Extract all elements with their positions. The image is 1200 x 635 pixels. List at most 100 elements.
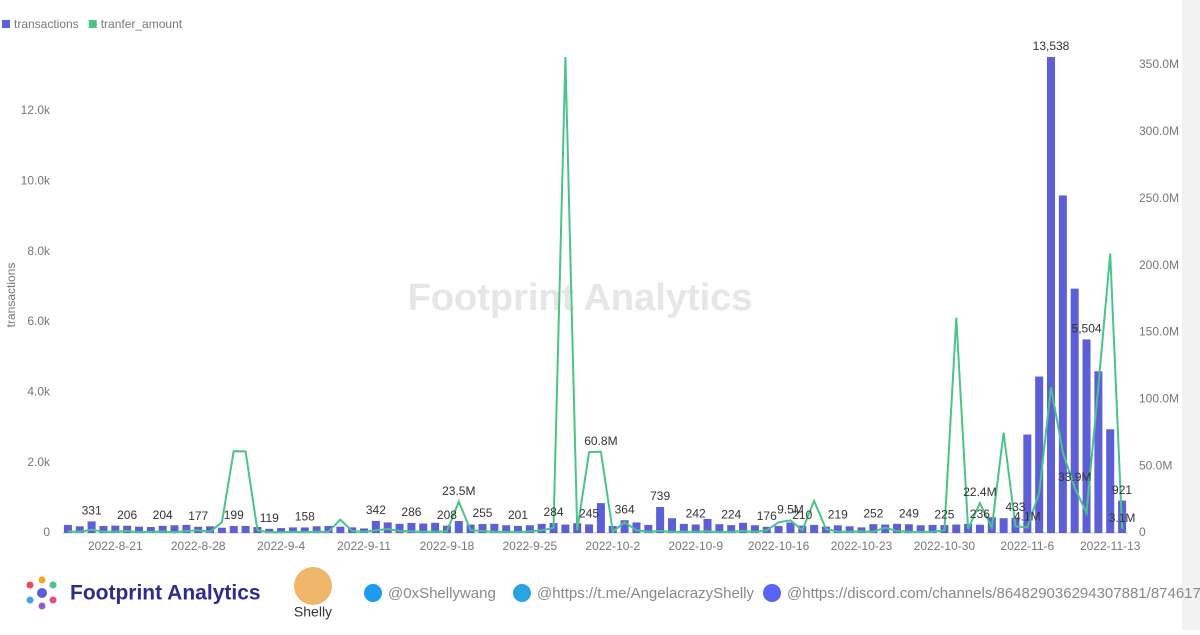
data-label: 331 (82, 504, 102, 518)
x-tick-label: 2022-9-4 (257, 539, 305, 553)
y-tick-label: 4.0k (27, 385, 51, 399)
data-label: 158 (295, 510, 315, 524)
bar (1047, 57, 1055, 533)
bar (656, 507, 664, 533)
bar (88, 521, 96, 533)
bar (384, 522, 392, 533)
y2-tick-label: 150.0M (1139, 325, 1179, 339)
data-label: 3.1M (1109, 511, 1136, 525)
data-label: 199 (224, 508, 244, 522)
discord-link[interactable]: @https://discord.com/channels/8648290362… (787, 585, 1200, 602)
bar (218, 528, 226, 533)
legend-label: transactions (14, 17, 79, 31)
y2-tick-label: 300.0M (1139, 124, 1179, 138)
bar (952, 525, 960, 533)
data-label: 60.8M (584, 434, 617, 448)
twitter-icon (364, 584, 382, 602)
x-tick-label: 2022-10-16 (748, 539, 810, 553)
footer: Footprint Analytics Shelly @0xShellywang… (27, 567, 1200, 620)
discord-icon (763, 584, 781, 602)
x-tick-label: 2022-10-30 (914, 539, 976, 553)
bar (786, 522, 794, 533)
data-label: 739 (650, 489, 670, 503)
data-label: 284 (544, 505, 564, 519)
data-label: 119 (260, 511, 279, 525)
y-axis-label: transactions (4, 263, 18, 328)
data-label: 22.4M (963, 485, 996, 499)
data-label: 33.9M (1058, 470, 1091, 484)
y-tick-label: 0 (43, 525, 50, 539)
y-tick-label: 6.0k (27, 314, 51, 328)
y2-tick-label: 50.0M (1139, 458, 1172, 472)
twitter-handle[interactable]: @0xShellywang (388, 585, 496, 602)
bar (1000, 518, 1008, 533)
x-tick-label: 2022-9-11 (337, 539, 391, 553)
bar (561, 525, 569, 533)
data-label: 206 (117, 508, 137, 522)
data-label: 224 (721, 507, 741, 521)
data-label: 4.1M (1014, 510, 1041, 524)
data-label: 219 (828, 507, 848, 521)
x-tick-label: 2022-9-18 (420, 539, 475, 553)
y2-tick-label: 100.0M (1139, 391, 1179, 405)
x-tick-label: 2022-10-23 (831, 539, 893, 553)
data-label: 23.5M (442, 484, 475, 498)
data-label: 255 (472, 506, 492, 520)
x-tick-label: 2022-8-21 (88, 539, 143, 553)
data-label: 9.5M (777, 502, 804, 516)
data-label: 921 (1112, 483, 1132, 497)
y-tick-label: 12.0k (21, 103, 51, 117)
x-tick-label: 2022-8-28 (171, 539, 226, 553)
bar (775, 526, 783, 533)
watermark: Footprint Analytics (408, 277, 753, 319)
y-tick-label: 2.0k (27, 455, 51, 469)
data-label: 249 (899, 506, 919, 520)
data-label: 225 (934, 507, 954, 521)
data-label: 5,504 (1072, 322, 1102, 336)
brand-name: Footprint Analytics (70, 582, 261, 605)
x-tick-label: 2022-11-13 (1080, 539, 1141, 553)
legend-swatch (2, 20, 10, 28)
y2-tick-label: 350.0M (1139, 57, 1179, 71)
data-label: 364 (615, 502, 635, 516)
y-tick-label: 10.0k (21, 174, 51, 188)
author: Shelly (294, 604, 332, 620)
y-tick-label: 8.0k (27, 244, 51, 258)
telegram-icon (513, 584, 531, 602)
x-tick-label: 2022-10-9 (668, 539, 723, 553)
data-label: 13,538 (1033, 39, 1070, 53)
avatar (294, 567, 332, 605)
y2-tick-label: 0 (1139, 525, 1146, 539)
data-label: 242 (686, 507, 706, 521)
data-label: 204 (153, 508, 173, 522)
x-tick-label: 2022-10-2 (585, 539, 640, 553)
x-tick-label: 2022-9-25 (502, 539, 557, 553)
y2-tick-label: 250.0M (1139, 191, 1179, 205)
bar (242, 526, 250, 533)
bar (455, 521, 463, 533)
bar (810, 525, 818, 533)
x-tick-label: 2022-11-6 (1000, 539, 1054, 553)
data-label: 245 (579, 507, 599, 521)
data-label: 201 (508, 508, 528, 522)
data-label: 208 (437, 508, 457, 522)
bar (976, 525, 984, 533)
data-label: 177 (188, 509, 208, 523)
bar (336, 527, 344, 533)
data-label: 236 (970, 507, 990, 521)
legend-swatch (89, 20, 97, 28)
bar (230, 526, 238, 533)
bar (585, 524, 593, 533)
scrollbar (1182, 0, 1200, 630)
brand-logo (27, 577, 57, 610)
data-label: 342 (366, 503, 386, 517)
data-label: 252 (863, 506, 883, 520)
data-label: 176 (757, 509, 777, 523)
y2-tick-label: 200.0M (1139, 258, 1179, 272)
data-label: 286 (401, 505, 421, 519)
telegram-link[interactable]: @https://t.me/AngelacrazyShelly (537, 585, 754, 602)
legend-label: tranfer_amount (101, 17, 183, 31)
bar (538, 524, 546, 533)
